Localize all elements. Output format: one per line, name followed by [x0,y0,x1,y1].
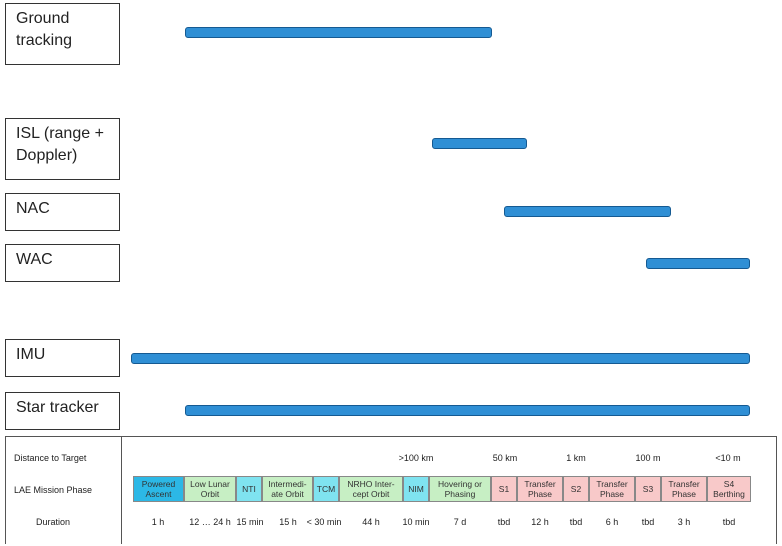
distance-value: 50 km [492,453,518,463]
bar-ground-tracking [185,27,492,38]
sensor-label-wac: WAC [5,244,120,282]
duration-value: 7 d [453,517,467,527]
phase-cell: NRHO Inter-cept Orbit [339,476,403,502]
duration-value: 15 h [279,517,297,527]
duration-value: tbd [641,517,655,527]
distance-value: <10 m [715,453,741,463]
duration-value: 10 min [402,517,430,527]
bar-star-tracker [185,405,750,416]
phase-cell: Transfer Phase [517,476,563,502]
sensor-label-star-tracker: Star tracker [5,392,120,430]
legend-divider [121,436,122,544]
phase-cell: Hovering or Phasing [429,476,491,502]
distance-value: >100 km [398,453,434,463]
duration-value: 3 h [677,517,691,527]
phase-cell: S4 Berthing [707,476,751,502]
phase-cell: Transfer Phase [589,476,635,502]
duration-value: 12 … 24 h [189,517,231,527]
bar-isl [432,138,527,149]
sensor-label-ground-tracking: Ground tracking [5,3,120,65]
sensor-label-nac: NAC [5,193,120,231]
sensor-label-isl: ISL (range + Doppler) [5,118,120,180]
phase-cell: Powered Ascent [133,476,184,502]
phase-cell: S3 [635,476,661,502]
duration-value: tbd [722,517,736,527]
duration-value: 44 h [362,517,380,527]
duration-value: 12 h [531,517,549,527]
duration-value: tbd [569,517,583,527]
phase-cell: Intermedi-ate Orbit [262,476,313,502]
bar-wac [646,258,750,269]
distance-value: 1 km [566,453,586,463]
phase-cell: NIM [403,476,429,502]
phase-cell: S1 [491,476,517,502]
timeline-legend [5,436,777,544]
phase-cell: Low Lunar Orbit [184,476,236,502]
duration-value: tbd [497,517,511,527]
duration-value: 15 min [236,517,264,527]
duration-value: 6 h [605,517,619,527]
duration-value: < 30 min [306,517,342,527]
phase-row-label: LAE Mission Phase [14,485,93,495]
phase-cell: TCM [313,476,339,502]
phase-cell: NTI [236,476,262,502]
phase-cell: S2 [563,476,589,502]
bar-nac [504,206,671,217]
bar-imu [131,353,750,364]
distance-value: 100 m [635,453,661,463]
phase-cell: Transfer Phase [661,476,707,502]
distance-row-label: Distance to Target [14,453,87,463]
duration-value: 1 h [151,517,165,527]
duration-row-label: Duration [36,517,71,527]
sensor-label-imu: IMU [5,339,120,377]
